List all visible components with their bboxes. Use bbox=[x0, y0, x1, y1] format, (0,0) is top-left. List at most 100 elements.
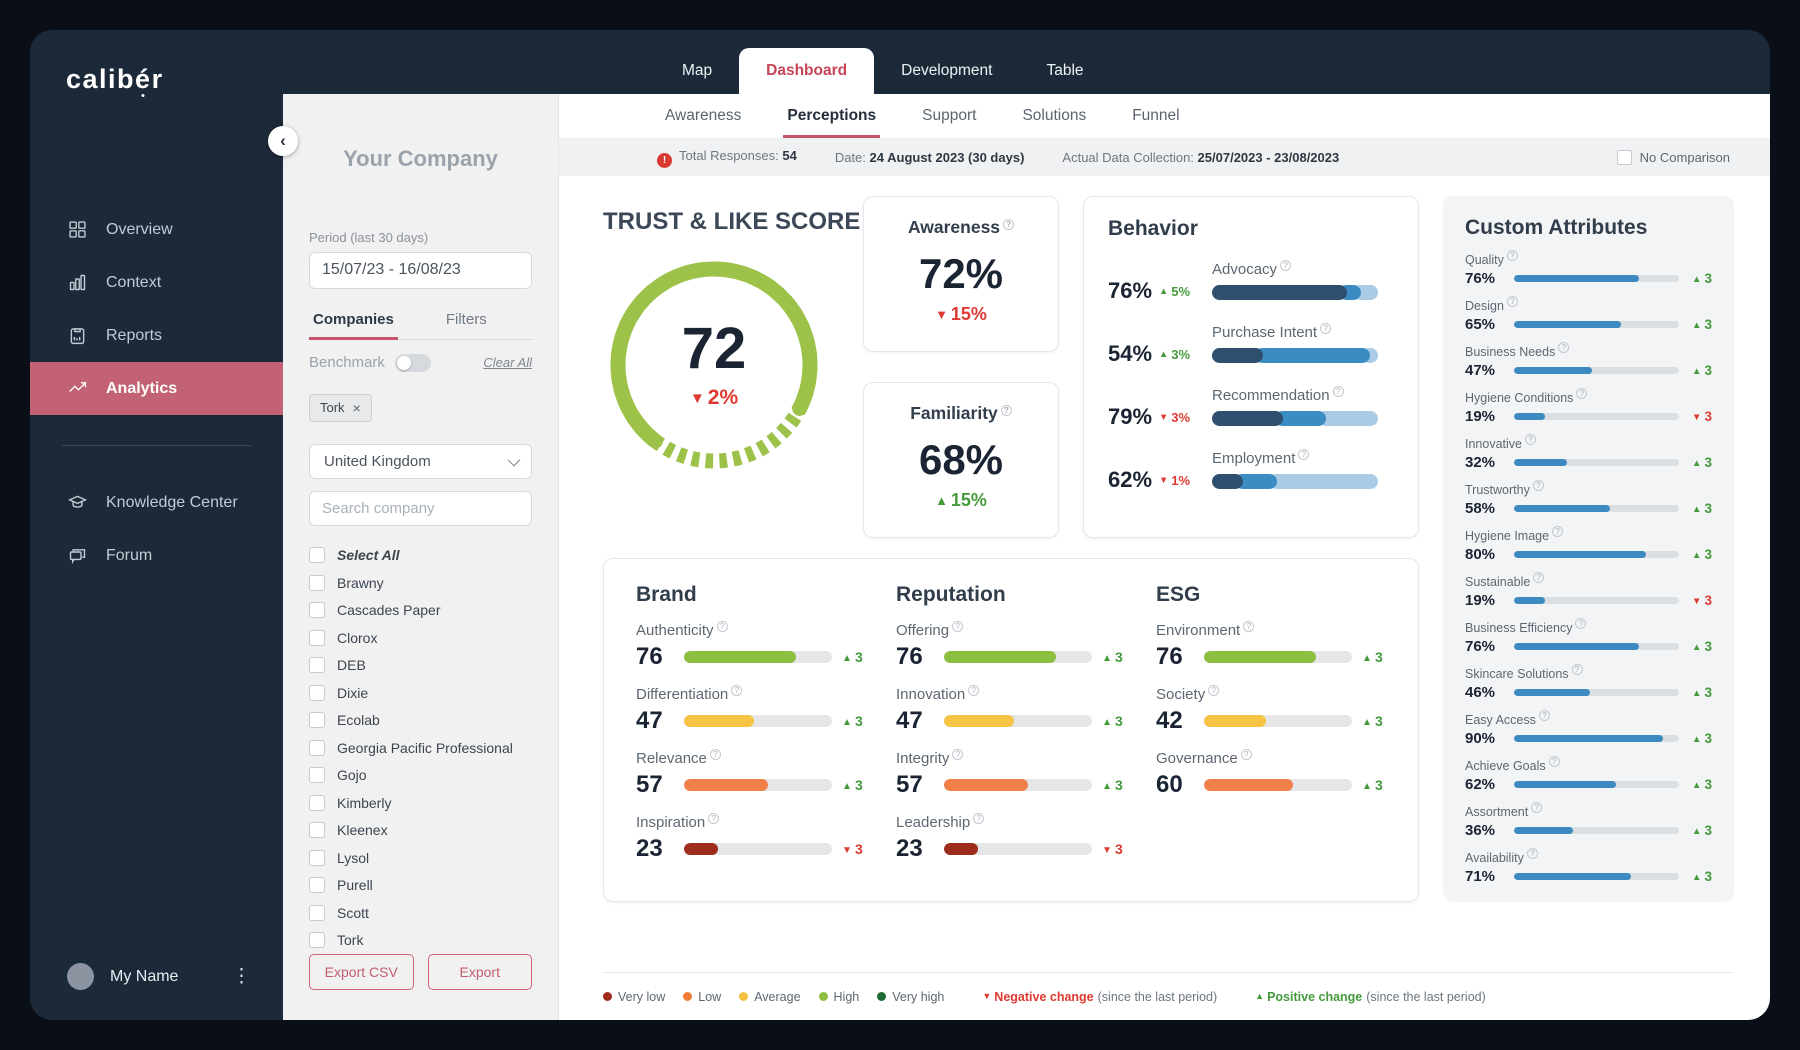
info-icon[interactable]: ? bbox=[1533, 572, 1545, 583]
date-range-input[interactable] bbox=[309, 252, 532, 289]
sub-nav-tab[interactable]: Awareness bbox=[665, 94, 741, 138]
clear-all-link[interactable]: Clear All bbox=[483, 355, 532, 371]
sidebar-item-reports[interactable]: Reports bbox=[30, 309, 283, 362]
info-icon[interactable]: ? bbox=[1332, 386, 1344, 397]
company-checkbox[interactable] bbox=[309, 822, 325, 839]
behavior-value-group: 76% 5% bbox=[1108, 278, 1204, 304]
info-icon[interactable]: ? bbox=[731, 685, 743, 696]
export-button[interactable]: Export bbox=[427, 954, 532, 990]
info-icon[interactable]: ? bbox=[1548, 756, 1560, 767]
info-icon[interactable]: ? bbox=[1243, 621, 1255, 632]
info-icon[interactable]: ? bbox=[1506, 296, 1518, 307]
score-bar-row: 23 3 bbox=[636, 835, 866, 863]
sidebar-item-overview[interactable]: Overview bbox=[30, 203, 283, 256]
company-checkbox[interactable] bbox=[309, 849, 325, 866]
info-icon[interactable]: ? bbox=[1538, 710, 1550, 721]
info-icon[interactable]: ? bbox=[1524, 434, 1536, 445]
benchmark-toggle[interactable] bbox=[394, 353, 431, 372]
chip-remove-icon[interactable]: × bbox=[352, 399, 361, 416]
score-row: Inspiration? 23 3 bbox=[636, 813, 866, 863]
company-checkbox[interactable] bbox=[309, 574, 325, 591]
kebab-menu-icon[interactable]: ⋮ bbox=[232, 966, 251, 987]
sidebar-item-context[interactable]: Context bbox=[30, 256, 283, 309]
info-icon[interactable]: ? bbox=[1240, 749, 1252, 760]
country-select[interactable]: United Kingdom bbox=[309, 443, 532, 479]
info-icon[interactable]: ? bbox=[1558, 342, 1570, 353]
company-list-item[interactable]: Select All bbox=[309, 542, 532, 570]
info-icon[interactable]: ? bbox=[709, 749, 721, 760]
sidebar-item-knowledge-center[interactable]: Knowledge Center bbox=[30, 476, 283, 529]
info-icon[interactable]: ? bbox=[1571, 664, 1583, 675]
info-icon[interactable]: ? bbox=[1000, 405, 1012, 416]
info-icon[interactable]: ? bbox=[1576, 388, 1588, 399]
tab-companies[interactable]: Companies bbox=[309, 311, 398, 340]
no-comparison-checkbox[interactable] bbox=[1616, 150, 1632, 165]
company-list-item[interactable]: Georgia Pacific Professional bbox=[309, 734, 532, 762]
info-icon[interactable]: ? bbox=[1003, 219, 1015, 230]
company-chip[interactable]: Tork × bbox=[309, 393, 372, 422]
info-icon[interactable]: ? bbox=[1298, 449, 1310, 460]
company-list-item[interactable]: Clorox bbox=[309, 624, 532, 652]
tab-filters[interactable]: Filters bbox=[445, 310, 487, 328]
sidebar-item-analytics[interactable]: Analytics bbox=[30, 362, 283, 415]
company-checkbox[interactable] bbox=[309, 657, 325, 674]
no-comparison[interactable]: No Comparison bbox=[1616, 150, 1730, 165]
user-row[interactable]: My Name ⋮ bbox=[30, 963, 283, 990]
info-icon[interactable]: ? bbox=[973, 813, 985, 824]
sub-nav-tab[interactable]: Solutions bbox=[1022, 94, 1086, 138]
sub-nav-tab[interactable]: Perceptions bbox=[783, 94, 880, 138]
info-icon[interactable]: ? bbox=[716, 621, 728, 632]
company-checkbox[interactable] bbox=[309, 794, 325, 811]
date-range-value[interactable] bbox=[322, 261, 529, 280]
sub-nav-tab[interactable]: Support bbox=[922, 94, 976, 138]
company-checkbox[interactable] bbox=[309, 877, 325, 894]
company-checkbox[interactable] bbox=[309, 767, 325, 784]
company-list-item[interactable]: Gojo bbox=[309, 762, 532, 790]
info-icon[interactable]: ? bbox=[1506, 250, 1518, 261]
company-checkbox[interactable] bbox=[309, 712, 325, 729]
company-list-item[interactable]: Dixie bbox=[309, 679, 532, 707]
collapse-panel-button[interactable]: ‹ bbox=[268, 126, 298, 156]
company-list-item[interactable]: Tork bbox=[309, 927, 532, 955]
info-icon[interactable]: ? bbox=[952, 749, 964, 760]
info-icon[interactable]: ? bbox=[1320, 323, 1332, 334]
sub-nav-tab[interactable]: Funnel bbox=[1132, 94, 1179, 138]
info-icon[interactable]: ? bbox=[1552, 526, 1564, 537]
company-search[interactable] bbox=[309, 490, 532, 526]
info-icon[interactable]: ? bbox=[708, 813, 720, 824]
company-label: Select All bbox=[337, 547, 400, 564]
info-icon[interactable]: ? bbox=[952, 621, 964, 632]
company-checkbox[interactable] bbox=[309, 602, 325, 619]
info-icon[interactable]: ? bbox=[1531, 802, 1543, 813]
company-list-item[interactable]: Purell bbox=[309, 872, 532, 900]
info-icon[interactable]: ? bbox=[968, 685, 980, 696]
company-checkbox[interactable] bbox=[309, 629, 325, 646]
sidebar-item-forum[interactable]: Forum bbox=[30, 529, 283, 582]
info-icon[interactable]: ? bbox=[1526, 848, 1538, 859]
top-nav-tab[interactable]: Map bbox=[655, 48, 739, 94]
company-list-item[interactable]: Cascades Paper bbox=[309, 597, 532, 625]
export-csv-button[interactable]: Export CSV bbox=[309, 954, 414, 990]
company-list-item[interactable]: Kimberly bbox=[309, 789, 532, 817]
search-input[interactable] bbox=[322, 499, 521, 517]
company-checkbox[interactable] bbox=[309, 739, 325, 756]
company-checkbox[interactable] bbox=[309, 547, 325, 564]
company-list-item[interactable]: DEB bbox=[309, 652, 532, 680]
company-list-item[interactable]: Lysol bbox=[309, 844, 532, 872]
company-checkbox[interactable] bbox=[309, 932, 325, 949]
company-list-item[interactable]: Brawny bbox=[309, 569, 532, 597]
company-checkbox[interactable] bbox=[309, 904, 325, 921]
score-group-rows: Offering? 76 3 bbox=[896, 621, 1126, 863]
top-nav-tab[interactable]: Dashboard bbox=[739, 48, 875, 94]
top-nav-tab[interactable]: Development bbox=[874, 48, 1019, 94]
info-icon[interactable]: ? bbox=[1208, 685, 1220, 696]
info-icon[interactable]: ? bbox=[1532, 480, 1544, 491]
company-list-item[interactable]: Kleenex bbox=[309, 817, 532, 845]
legend: Very low Low Average High Very high Nega… bbox=[603, 972, 1734, 1020]
info-icon[interactable]: ? bbox=[1575, 618, 1587, 629]
company-checkbox[interactable] bbox=[309, 684, 325, 701]
info-icon[interactable]: ? bbox=[1280, 260, 1292, 271]
company-list-item[interactable]: Ecolab bbox=[309, 707, 532, 735]
top-nav-tab[interactable]: Table bbox=[1019, 48, 1110, 94]
company-list-item[interactable]: Scott bbox=[309, 899, 532, 927]
